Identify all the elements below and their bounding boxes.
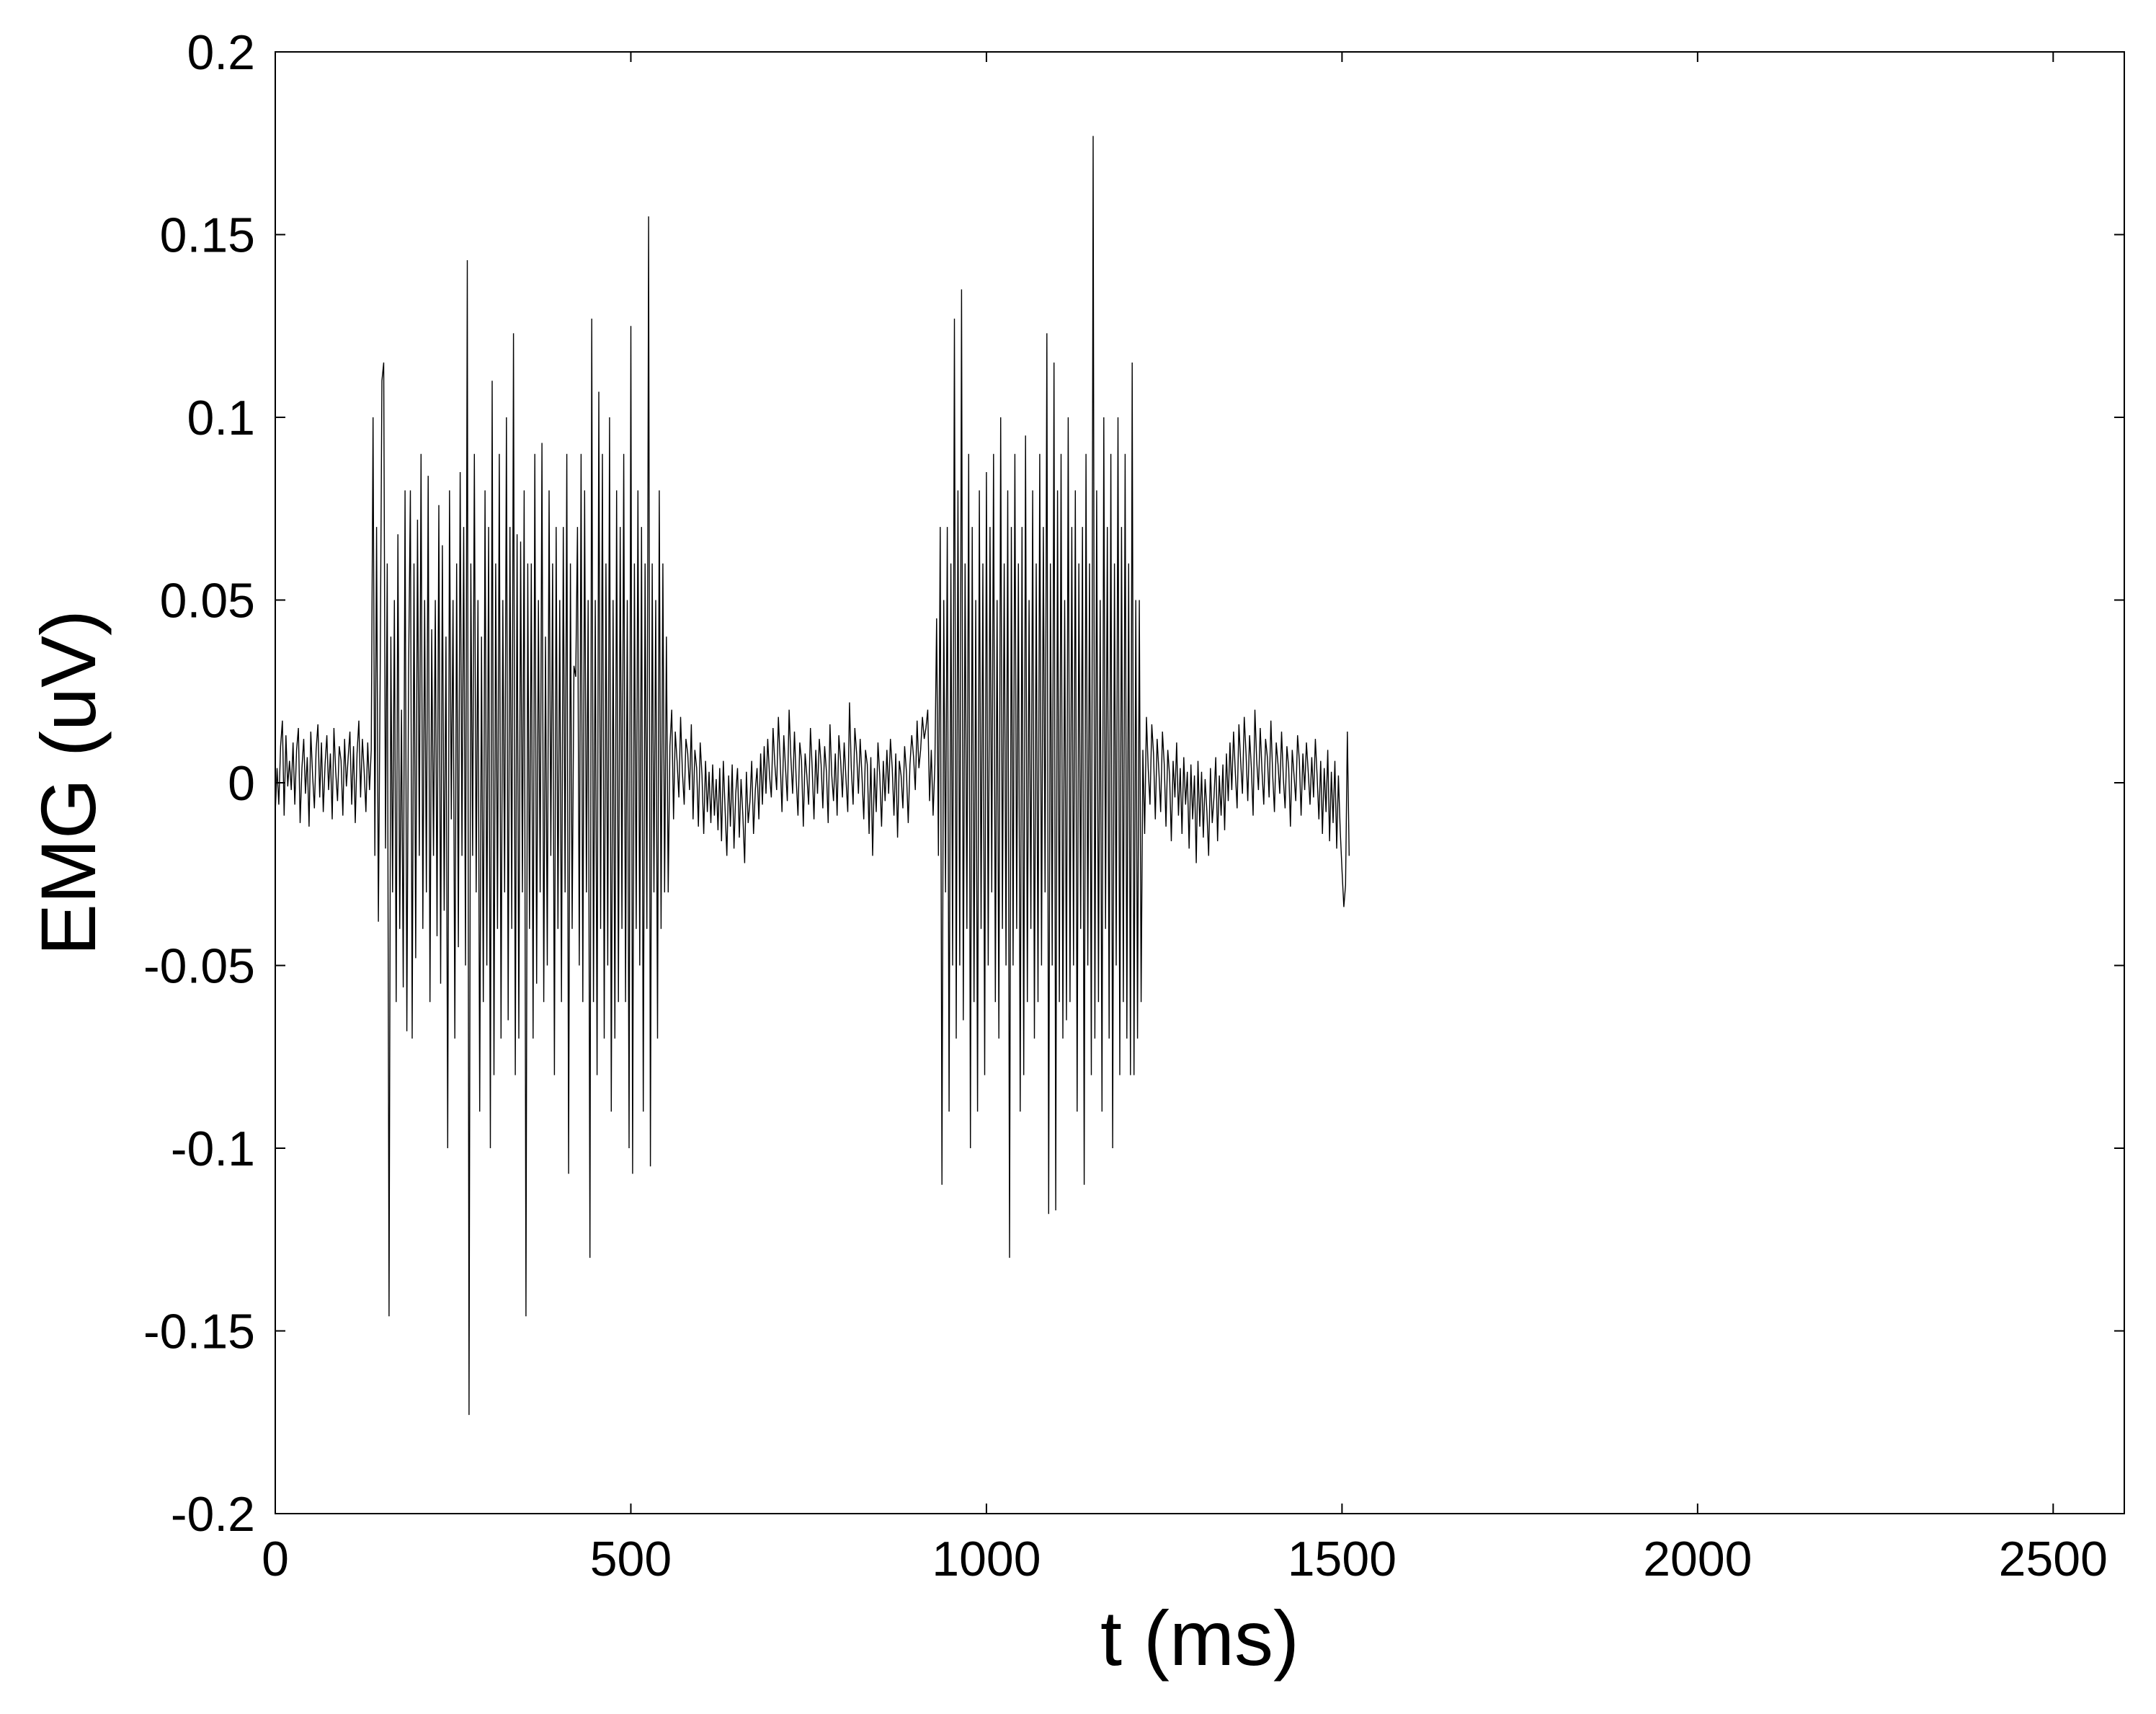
x-tick-label: 2500 bbox=[1999, 1532, 2108, 1586]
x-tick-label: 500 bbox=[590, 1532, 672, 1586]
y-axis-title: EMG (uV) bbox=[24, 610, 112, 956]
x-tick-label: 2000 bbox=[1643, 1532, 1752, 1586]
y-tick-label: -0.1 bbox=[171, 1122, 255, 1176]
x-tick-label: 0 bbox=[262, 1532, 289, 1586]
y-tick-label: -0.15 bbox=[143, 1305, 255, 1359]
x-tick-label: 1000 bbox=[932, 1532, 1041, 1586]
x-tick-labels: 0 500 1000 1500 2000 2500 bbox=[262, 1532, 2108, 1586]
y-tick-label: 0.05 bbox=[160, 574, 255, 629]
y-tick-label: 0 bbox=[228, 756, 255, 811]
y-tick-label: -0.2 bbox=[171, 1487, 255, 1542]
y-tick-label: -0.05 bbox=[143, 939, 255, 994]
y-tick-labels: 0.2 0.15 0.1 0.05 0 -0.05 -0.1 -0.15 -0.2 bbox=[143, 25, 255, 1542]
series-line-emg bbox=[275, 136, 1350, 1416]
x-tick-label: 1500 bbox=[1288, 1532, 1396, 1586]
x-axis-title: t (ms) bbox=[1100, 1594, 1299, 1682]
y-tick-label: 0.1 bbox=[187, 391, 255, 445]
y-tick-label: 0.2 bbox=[187, 25, 255, 80]
y-tick-label: 0.15 bbox=[160, 208, 255, 263]
